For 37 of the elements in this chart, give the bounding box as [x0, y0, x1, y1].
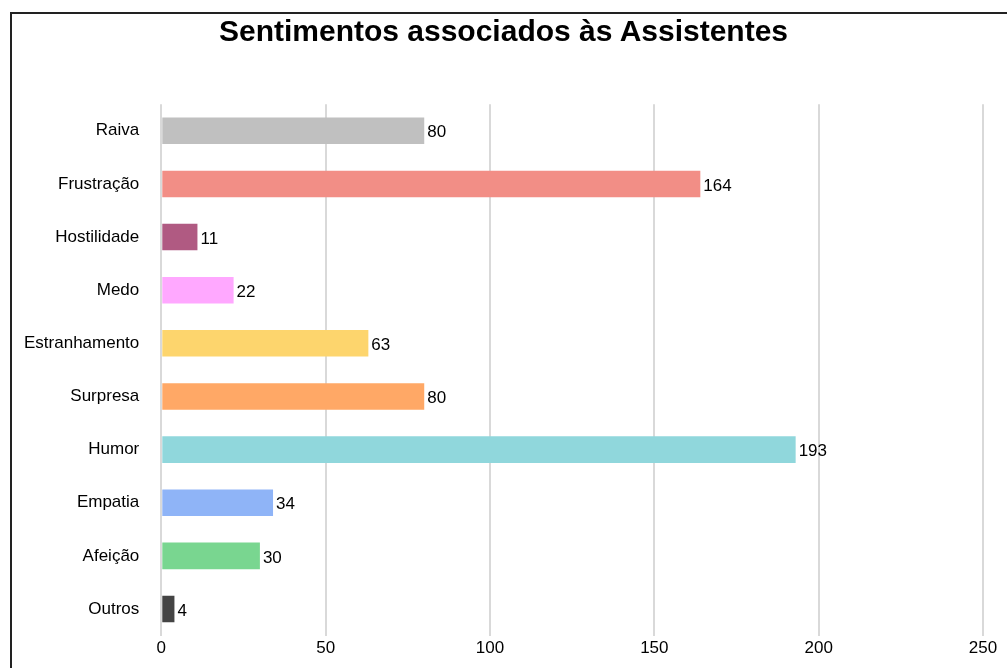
bar: [162, 383, 425, 410]
y-tick-label: Medo: [96, 279, 140, 299]
data-label: 22: [236, 281, 256, 301]
bar: [162, 489, 274, 517]
bar: [162, 330, 369, 357]
x-tick-label: 250: [968, 638, 998, 658]
data-label: 63: [371, 335, 391, 355]
data-label: 80: [427, 122, 447, 142]
data-label: 164: [703, 175, 732, 195]
y-tick-label: Hostilidade: [55, 226, 140, 246]
x-tick-label: 50: [316, 638, 336, 658]
bar: [162, 276, 234, 304]
data-label: 80: [427, 388, 447, 408]
y-tick-label: Estranhamento: [23, 333, 140, 353]
data-label: 193: [798, 441, 828, 461]
y-tick-label: Humor: [88, 439, 140, 459]
data-label: 30: [262, 547, 282, 567]
chart-title: Sentimentos associados às Assistentes: [217, 14, 790, 48]
y-tick-label: Outros: [88, 598, 140, 618]
x-tick-label: 150: [640, 638, 669, 658]
y-tick-label: Surpresa: [70, 386, 140, 406]
data-label: 4: [177, 600, 187, 620]
bar: [162, 117, 425, 145]
data-label: 11: [200, 228, 219, 248]
bar: [162, 436, 796, 463]
y-tick-label: Empatia: [76, 492, 140, 512]
x-tick-label: 0: [156, 638, 167, 658]
bar: [162, 170, 701, 198]
y-tick-label: Afeição: [82, 545, 140, 565]
y-tick-label: Raiva: [95, 120, 140, 140]
bar: [162, 595, 175, 623]
x-tick-label: 200: [804, 638, 833, 658]
bar: [162, 223, 198, 251]
bar: [162, 542, 260, 570]
data-label: 34: [276, 494, 295, 514]
y-tick-label: Frustração: [58, 173, 140, 193]
x-tick-label: 100: [475, 638, 505, 658]
